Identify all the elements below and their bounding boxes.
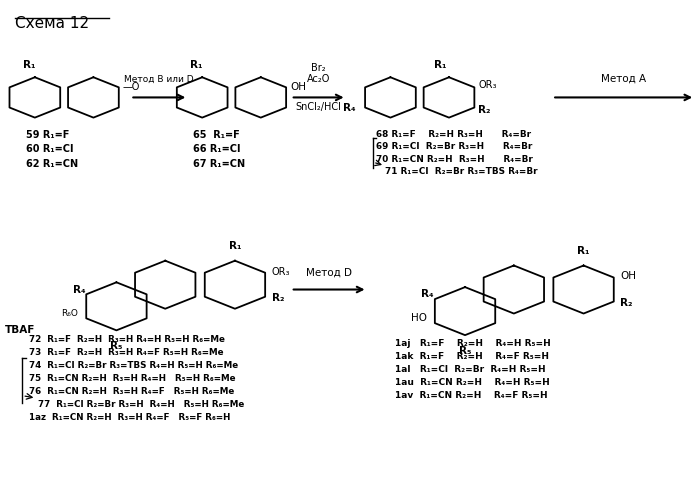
- Text: TBAF: TBAF: [5, 326, 35, 335]
- Text: Метод A: Метод A: [601, 74, 646, 84]
- Text: HO: HO: [411, 313, 427, 323]
- Text: 70 R₁=CN R₂=H  R₃=H      R₄=Br: 70 R₁=CN R₂=H R₃=H R₄=Br: [376, 155, 533, 164]
- Text: Схема 12: Схема 12: [15, 16, 90, 31]
- Text: 68 R₁=F    R₂=H R₃=H      R₄=Br: 68 R₁=F R₂=H R₃=H R₄=Br: [376, 130, 531, 139]
- Text: 1aj   R₁=F    R₂=H    R₄=H R₅=H: 1aj R₁=F R₂=H R₄=H R₅=H: [395, 339, 551, 348]
- Text: R₄: R₄: [73, 284, 85, 295]
- Text: R₂: R₂: [478, 104, 491, 114]
- Text: 71 R₁=Cl  R₂=Br R₃=TBS R₄=Br: 71 R₁=Cl R₂=Br R₃=TBS R₄=Br: [385, 167, 538, 176]
- Text: R₂: R₂: [620, 298, 633, 308]
- Text: 77  R₁=Cl R₂=Br R₃=H  R₄=H   R₅=H R₆=Me: 77 R₁=Cl R₂=Br R₃=H R₄=H R₅=H R₆=Me: [38, 400, 244, 409]
- Text: —O: —O: [122, 82, 140, 92]
- Text: R₅: R₅: [110, 341, 122, 351]
- Text: 59 R₁=F: 59 R₁=F: [26, 130, 69, 140]
- Text: SnCl₂/HCl: SnCl₂/HCl: [295, 102, 342, 112]
- Text: 76  R₁=CN R₂=H  R₃=H R₄=F   R₅=H R₆=Me: 76 R₁=CN R₂=H R₃=H R₄=F R₅=H R₆=Me: [29, 387, 235, 396]
- Text: 66 R₁=Cl: 66 R₁=Cl: [193, 144, 241, 154]
- Text: OH: OH: [620, 271, 636, 281]
- Text: OR₃: OR₃: [478, 80, 497, 90]
- Text: 73  R₁=F  R₂=H  R₃=H R₄=F R₅=H R₆=Me: 73 R₁=F R₂=H R₃=H R₄=F R₅=H R₆=Me: [29, 348, 224, 357]
- Text: R₁: R₁: [22, 60, 35, 70]
- Text: 67 R₁=CN: 67 R₁=CN: [193, 158, 246, 169]
- Text: OH: OH: [290, 82, 306, 92]
- Text: R₁: R₁: [578, 246, 590, 256]
- Text: R₅: R₅: [458, 346, 471, 356]
- Text: 74  R₁=Cl R₂=Br R₃=TBS R₄=H R₅=H R₆=Me: 74 R₁=Cl R₂=Br R₃=TBS R₄=H R₅=H R₆=Me: [29, 361, 239, 370]
- Text: 60 R₁=Cl: 60 R₁=Cl: [26, 144, 74, 154]
- Text: Метод B или D: Метод B или D: [125, 75, 194, 84]
- Text: 65  R₁=F: 65 R₁=F: [193, 130, 240, 140]
- Text: 69 R₁=Cl  R₂=Br R₃=H      R₄=Br: 69 R₁=Cl R₂=Br R₃=H R₄=Br: [376, 142, 532, 151]
- Text: OR₃: OR₃: [272, 267, 290, 276]
- Text: 1av  R₁=CN R₂=H    R₄=F R₅=H: 1av R₁=CN R₂=H R₄=F R₅=H: [395, 391, 548, 399]
- Text: R₁: R₁: [190, 60, 202, 70]
- Text: 1ak  R₁=F    R₂=H    R₄=F R₅=H: 1ak R₁=F R₂=H R₄=F R₅=H: [395, 352, 550, 361]
- Text: R₆O: R₆O: [61, 309, 78, 318]
- Text: R₂: R₂: [272, 293, 284, 303]
- Text: R₁: R₁: [229, 241, 241, 251]
- Text: 75  R₁=CN R₂=H  R₃=H R₄=H   R₅=H R₆=Me: 75 R₁=CN R₂=H R₃=H R₄=H R₅=H R₆=Me: [29, 374, 236, 383]
- Text: 72  R₁=F  R₂=H  R₃=H R₄=H R₅=H R₆=Me: 72 R₁=F R₂=H R₃=H R₄=H R₅=H R₆=Me: [29, 335, 225, 344]
- Text: R₄: R₄: [343, 102, 356, 113]
- Text: 1au  R₁=CN R₂=H    R₄=H R₅=H: 1au R₁=CN R₂=H R₄=H R₅=H: [395, 378, 550, 387]
- Text: R₁: R₁: [434, 60, 447, 70]
- Text: Метод D: Метод D: [306, 268, 352, 278]
- Text: 62 R₁=CN: 62 R₁=CN: [26, 158, 78, 169]
- Text: Ac₂O: Ac₂O: [307, 74, 330, 84]
- Text: 1az  R₁=CN R₂=H  R₃=H R₄=F   R₅=F R₆=H: 1az R₁=CN R₂=H R₃=H R₄=F R₅=F R₆=H: [29, 413, 231, 422]
- Text: 1al   R₁=Cl  R₂=Br  R₄=H R₅=H: 1al R₁=Cl R₂=Br R₄=H R₅=H: [395, 365, 546, 374]
- Text: Br₂: Br₂: [312, 63, 326, 73]
- Text: R₄: R₄: [421, 289, 434, 299]
